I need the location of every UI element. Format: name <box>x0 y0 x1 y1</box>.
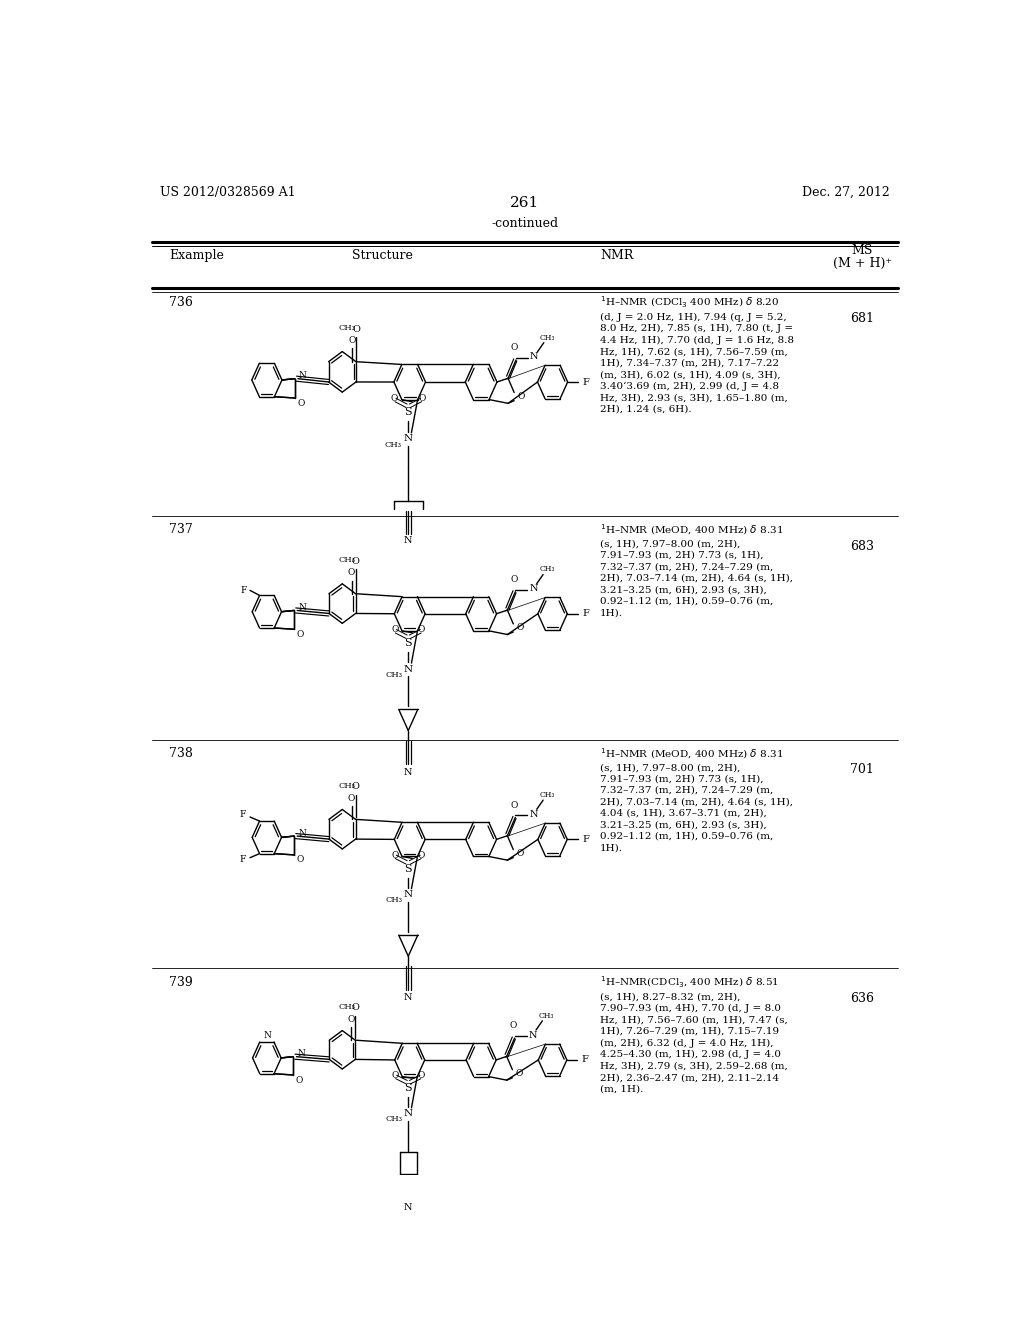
Text: N: N <box>298 829 306 838</box>
Text: S: S <box>404 1084 412 1093</box>
Text: 261: 261 <box>510 195 540 210</box>
Text: F: F <box>582 1056 588 1064</box>
Text: (M + H)⁺: (M + H)⁺ <box>833 257 892 271</box>
Text: N: N <box>530 352 539 362</box>
Text: N: N <box>264 1031 271 1040</box>
Text: MS: MS <box>851 244 872 257</box>
Text: 739: 739 <box>169 975 193 989</box>
Text: N: N <box>403 434 413 444</box>
Text: O: O <box>296 1076 303 1085</box>
Text: N: N <box>403 891 413 899</box>
Text: O: O <box>391 626 398 634</box>
Text: NMR: NMR <box>600 249 634 261</box>
Text: O: O <box>509 1022 517 1031</box>
Text: O: O <box>348 793 355 803</box>
Text: Example: Example <box>169 249 224 261</box>
Text: $^1$H–NMR (CDCl$_3$ 400 MHz) $\delta$ 8.20
(d, J = 2.0 Hz, 1H), 7.94 (q, J = 5.2: $^1$H–NMR (CDCl$_3$ 400 MHz) $\delta$ 8.… <box>600 294 795 414</box>
Text: N: N <box>299 371 306 380</box>
Text: CH₃: CH₃ <box>385 1115 402 1123</box>
Text: 636: 636 <box>850 991 874 1005</box>
Text: N: N <box>404 1203 413 1212</box>
Text: 681: 681 <box>850 312 874 325</box>
Text: N: N <box>528 1031 538 1040</box>
Text: CH₃: CH₃ <box>385 441 401 449</box>
Text: 736: 736 <box>169 296 194 309</box>
Text: F: F <box>583 378 590 387</box>
Text: S: S <box>404 407 412 417</box>
Text: N: N <box>404 994 413 1002</box>
Text: O: O <box>517 392 525 401</box>
Text: F: F <box>582 834 589 843</box>
Text: O: O <box>348 568 355 577</box>
Text: Structure: Structure <box>351 249 413 261</box>
Text: N: N <box>529 585 538 593</box>
Text: F: F <box>582 610 589 618</box>
Text: F: F <box>240 855 246 865</box>
Text: O: O <box>516 1069 523 1078</box>
Text: N: N <box>298 603 306 612</box>
Text: 701: 701 <box>850 763 874 776</box>
Text: S: S <box>404 638 412 648</box>
Text: O: O <box>510 576 517 583</box>
Text: N: N <box>403 665 413 673</box>
Text: F: F <box>241 586 247 595</box>
Text: O: O <box>418 393 426 403</box>
Text: $^1$H–NMR(CDCl$_3$, 400 MHz) $\delta$ 8.51
(s, 1H), 8.27–8.32 (m, 2H),
7.90–7.93: $^1$H–NMR(CDCl$_3$, 400 MHz) $\delta$ 8.… <box>600 974 787 1093</box>
Text: N: N <box>297 1049 305 1059</box>
Text: CH₃: CH₃ <box>540 334 555 342</box>
Text: CH₃: CH₃ <box>338 1003 355 1011</box>
Text: O: O <box>351 557 359 566</box>
Text: CH₃: CH₃ <box>339 323 355 331</box>
Text: $^1$H–NMR (MeOD, 400 MHz) $\delta$ 8.31
(s, 1H), 7.97–8.00 (m, 2H),
7.91–7.93 (m: $^1$H–NMR (MeOD, 400 MHz) $\delta$ 8.31 … <box>600 523 794 618</box>
Text: N: N <box>403 1109 413 1118</box>
Text: CH₃: CH₃ <box>540 565 555 573</box>
Text: O: O <box>418 851 425 859</box>
Text: Dec. 27, 2012: Dec. 27, 2012 <box>802 186 890 199</box>
Text: CH₃: CH₃ <box>385 671 402 678</box>
Text: O: O <box>392 1071 399 1080</box>
Text: S: S <box>404 863 412 874</box>
Text: O: O <box>517 849 524 858</box>
Text: O: O <box>391 393 398 403</box>
Text: 738: 738 <box>169 747 194 760</box>
Text: O: O <box>517 623 524 632</box>
Text: F: F <box>240 810 246 820</box>
Text: O: O <box>348 335 355 345</box>
Text: CH₃: CH₃ <box>539 1011 554 1020</box>
Text: -continued: -continued <box>492 218 558 231</box>
Text: CH₃: CH₃ <box>540 791 555 799</box>
Text: O: O <box>418 1071 425 1080</box>
Text: $^1$H–NMR (MeOD, 400 MHz) $\delta$ 8.31
(s, 1H), 7.97–8.00 (m, 2H),
7.91–7.93 (m: $^1$H–NMR (MeOD, 400 MHz) $\delta$ 8.31 … <box>600 746 794 853</box>
Text: O: O <box>297 630 304 639</box>
Text: O: O <box>297 855 304 865</box>
Text: O: O <box>351 1003 359 1012</box>
Text: O: O <box>352 325 359 334</box>
Text: O: O <box>511 343 518 352</box>
Text: N: N <box>404 536 413 545</box>
Text: O: O <box>418 626 425 634</box>
Text: O: O <box>510 801 517 809</box>
Text: CH₃: CH₃ <box>338 556 355 564</box>
Text: CH₃: CH₃ <box>338 781 355 789</box>
Text: N: N <box>529 810 538 818</box>
Text: O: O <box>297 399 305 408</box>
Text: O: O <box>391 851 398 859</box>
Text: US 2012/0328569 A1: US 2012/0328569 A1 <box>160 186 295 199</box>
Text: N: N <box>404 768 413 776</box>
Text: 683: 683 <box>850 540 874 553</box>
Text: O: O <box>351 783 359 791</box>
Text: 737: 737 <box>169 523 193 536</box>
Text: CH₃: CH₃ <box>385 896 402 904</box>
Text: O: O <box>347 1015 355 1024</box>
